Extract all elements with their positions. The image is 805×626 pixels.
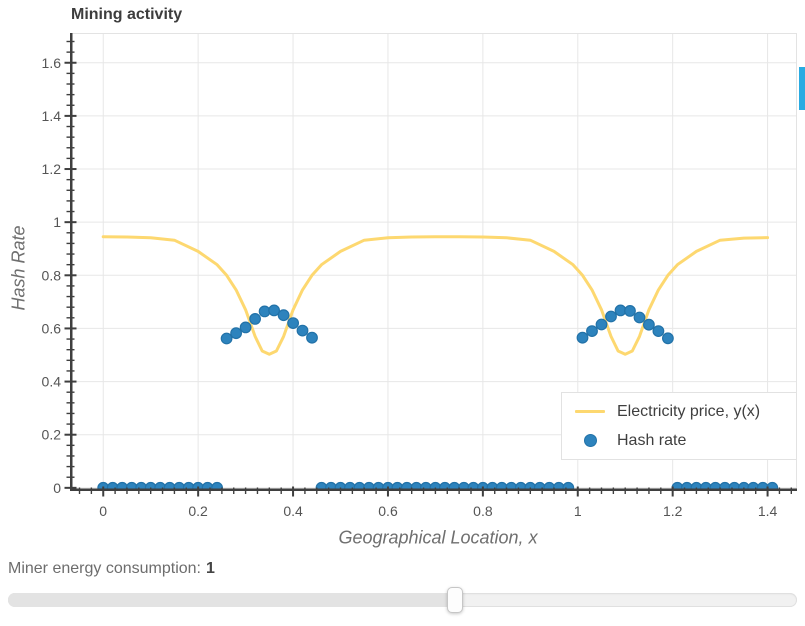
legend-item-hash-rate[interactable]: Hash rate bbox=[575, 426, 796, 455]
x-tick-label: 0.2 bbox=[188, 503, 208, 519]
x-tick-label: 1.2 bbox=[663, 503, 683, 519]
hash-rate-point bbox=[249, 313, 262, 325]
hash-rate-point bbox=[586, 325, 598, 338]
hash-rate-point bbox=[576, 331, 589, 344]
slider-value: 1 bbox=[205, 560, 215, 577]
hash-rate-point bbox=[220, 332, 233, 345]
chart-title: Mining activity bbox=[71, 6, 183, 23]
hash-rate-point bbox=[296, 324, 309, 337]
hash-rate-point bbox=[562, 481, 575, 491]
hash-rate-point bbox=[211, 481, 223, 491]
line-swatch-box bbox=[575, 410, 605, 413]
hash-rate-point bbox=[306, 331, 318, 344]
y-tick-label: 1 bbox=[53, 214, 61, 230]
x-tick-label: 1 bbox=[574, 503, 582, 519]
hash-rate-point bbox=[624, 305, 636, 317]
y-tick-label: 0.8 bbox=[42, 267, 62, 283]
hash-rate-point bbox=[287, 317, 300, 330]
hash-rate-point bbox=[633, 311, 646, 324]
y-tick-label: 0.2 bbox=[42, 427, 62, 443]
x-tick-label: 0 bbox=[99, 503, 107, 519]
slider-readout: Miner energy consumption: 1 bbox=[8, 560, 215, 578]
hash-rate-point bbox=[239, 321, 252, 334]
hash-rate-point bbox=[268, 304, 281, 317]
hash-rate-point bbox=[662, 332, 674, 345]
hash-rate-point bbox=[605, 310, 617, 323]
x-tick-label: 1.4 bbox=[758, 503, 778, 519]
energy-slider-handle[interactable] bbox=[446, 587, 463, 613]
hash-rate-point bbox=[766, 481, 779, 491]
energy-slider-track[interactable] bbox=[8, 587, 797, 613]
y-tick-label: 0 bbox=[53, 480, 61, 496]
y-tick-label: 1.2 bbox=[42, 161, 62, 177]
dot-swatch-box bbox=[575, 434, 605, 447]
y-axis-label: Hash Rate bbox=[8, 225, 29, 311]
slider-label: Miner energy consumption: bbox=[8, 560, 201, 577]
legend-label-hash-rate: Hash rate bbox=[617, 431, 687, 449]
hash-rate-point bbox=[652, 325, 665, 338]
y-tick-label: 1.4 bbox=[42, 108, 62, 124]
x-tick-label: 0.8 bbox=[473, 503, 493, 519]
y-tick-label: 0.6 bbox=[42, 320, 62, 336]
hash-rate-point bbox=[230, 327, 243, 340]
legend-item-electricity-price[interactable]: Electricity price, y(x) bbox=[575, 397, 796, 426]
energy-slider-fill bbox=[8, 593, 455, 607]
hash-rate-point bbox=[643, 318, 655, 331]
x-tick-label: 0.6 bbox=[378, 503, 398, 519]
x-tick-label: 0.4 bbox=[283, 503, 303, 519]
right-edge-indicator-bar bbox=[799, 67, 805, 110]
chart-legend: Electricity price, y(x) Hash rate bbox=[561, 392, 797, 460]
chart-plot-area: 0 0.2 0.4 0.6 0.8 1 1.2 1.4 0 0.2 0.4 0.6 0.8 1 1.2 1.4… bbox=[42, 33, 797, 519]
electricity-price-line bbox=[101, 235, 770, 356]
y-tick-label: 1.6 bbox=[42, 55, 62, 71]
hash-rate-point bbox=[595, 318, 608, 331]
legend-label-electricity-price: Electricity price, y(x) bbox=[617, 402, 761, 420]
x-axis-label: Geographical Location, x bbox=[338, 527, 538, 548]
y-tick-label: 0.4 bbox=[42, 374, 62, 390]
hash-rate-point bbox=[277, 309, 290, 322]
line-swatch-icon bbox=[575, 410, 605, 413]
dot-swatch-icon bbox=[583, 434, 597, 447]
